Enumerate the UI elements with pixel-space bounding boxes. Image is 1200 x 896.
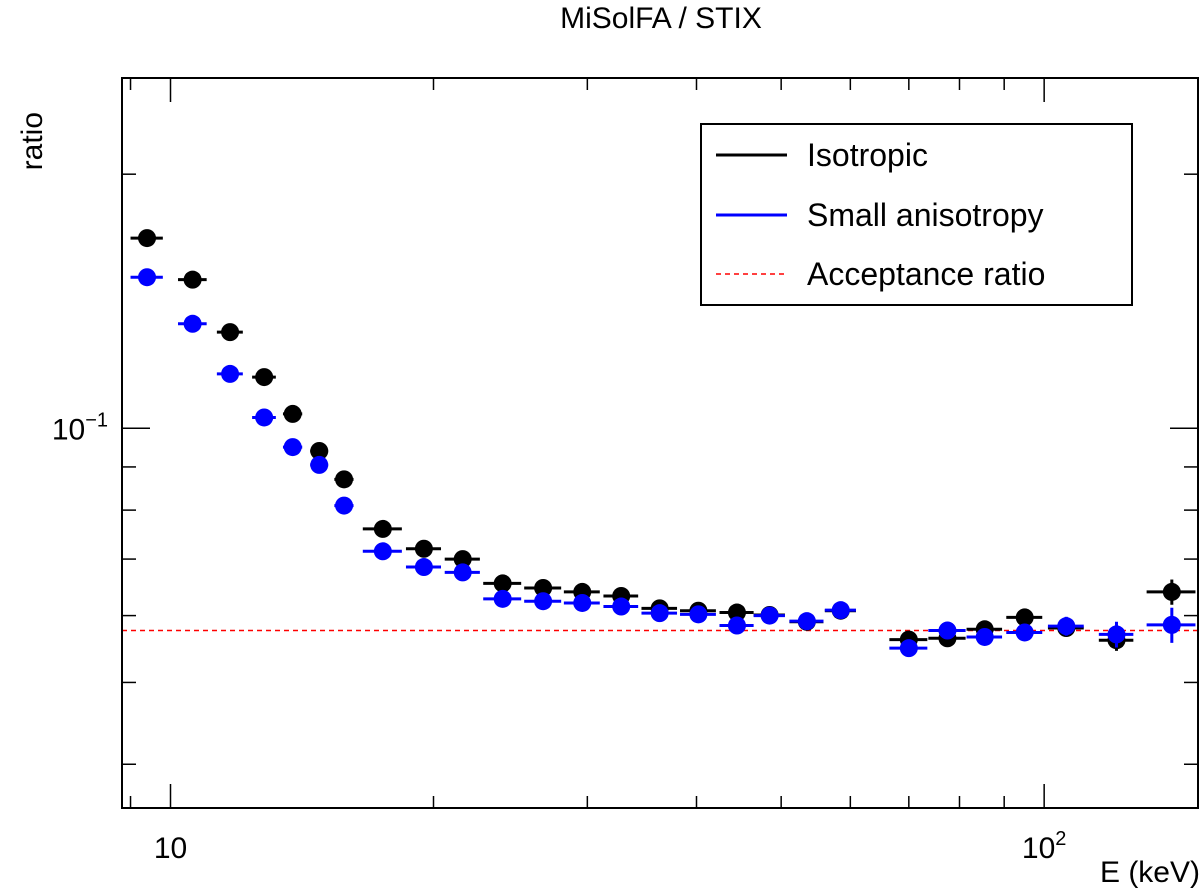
data-point xyxy=(221,364,240,383)
data-point xyxy=(183,314,202,333)
data-point xyxy=(938,621,957,640)
data-point xyxy=(493,589,512,608)
data-point xyxy=(373,519,392,538)
data-point xyxy=(310,455,329,474)
data-point xyxy=(975,627,994,646)
data-point xyxy=(727,616,746,635)
y-tick-label: 10−1 xyxy=(52,409,108,446)
data-point xyxy=(493,574,512,593)
x-tick-label: 10 xyxy=(154,832,187,865)
plot-area: 10 102 10−1 xyxy=(52,78,1198,865)
data-point xyxy=(797,612,816,631)
y-axis-label: ratio xyxy=(16,112,49,170)
data-point xyxy=(899,639,918,658)
series-small-anisotropy xyxy=(130,268,1196,658)
data-point xyxy=(255,368,274,387)
legend: Isotropic Small anisotropy Acceptance ra… xyxy=(700,123,1133,306)
data-point xyxy=(138,268,157,287)
data-point xyxy=(414,539,433,558)
legend-label-isotropic: Isotropic xyxy=(807,137,928,173)
data-point xyxy=(1015,608,1034,627)
data-point xyxy=(760,606,779,625)
data-point xyxy=(1162,615,1181,634)
data-point xyxy=(283,438,302,457)
x-axis-label: E (keV) xyxy=(1100,856,1200,889)
data-point xyxy=(1107,625,1126,644)
data-point xyxy=(255,408,274,427)
legend-label-acceptance-ratio: Acceptance ratio xyxy=(807,256,1045,292)
data-point xyxy=(1162,582,1181,601)
data-point xyxy=(612,597,631,616)
data-point xyxy=(335,496,354,515)
data-point xyxy=(573,593,592,612)
data-point xyxy=(727,603,746,622)
data-point xyxy=(831,601,850,620)
data-point xyxy=(414,558,433,577)
data-point xyxy=(534,592,553,611)
data-point xyxy=(534,578,553,597)
data-point xyxy=(453,563,472,582)
legend-label-small-anisotropy: Small anisotropy xyxy=(807,197,1044,233)
data-point xyxy=(138,229,157,248)
data-point xyxy=(1015,623,1034,642)
plot-frame xyxy=(121,77,1199,809)
data-point xyxy=(183,270,202,289)
x-tick-label: 102 xyxy=(1022,828,1067,865)
data-point xyxy=(650,604,669,623)
data-point xyxy=(221,323,240,342)
data-point xyxy=(373,542,392,561)
data-point xyxy=(689,605,708,624)
data-point xyxy=(335,470,354,489)
chart-title: MiSolFA / STIX xyxy=(560,2,762,35)
data-point xyxy=(1057,617,1076,636)
data-point xyxy=(283,404,302,423)
data-point xyxy=(453,550,472,569)
data-point xyxy=(310,441,329,460)
